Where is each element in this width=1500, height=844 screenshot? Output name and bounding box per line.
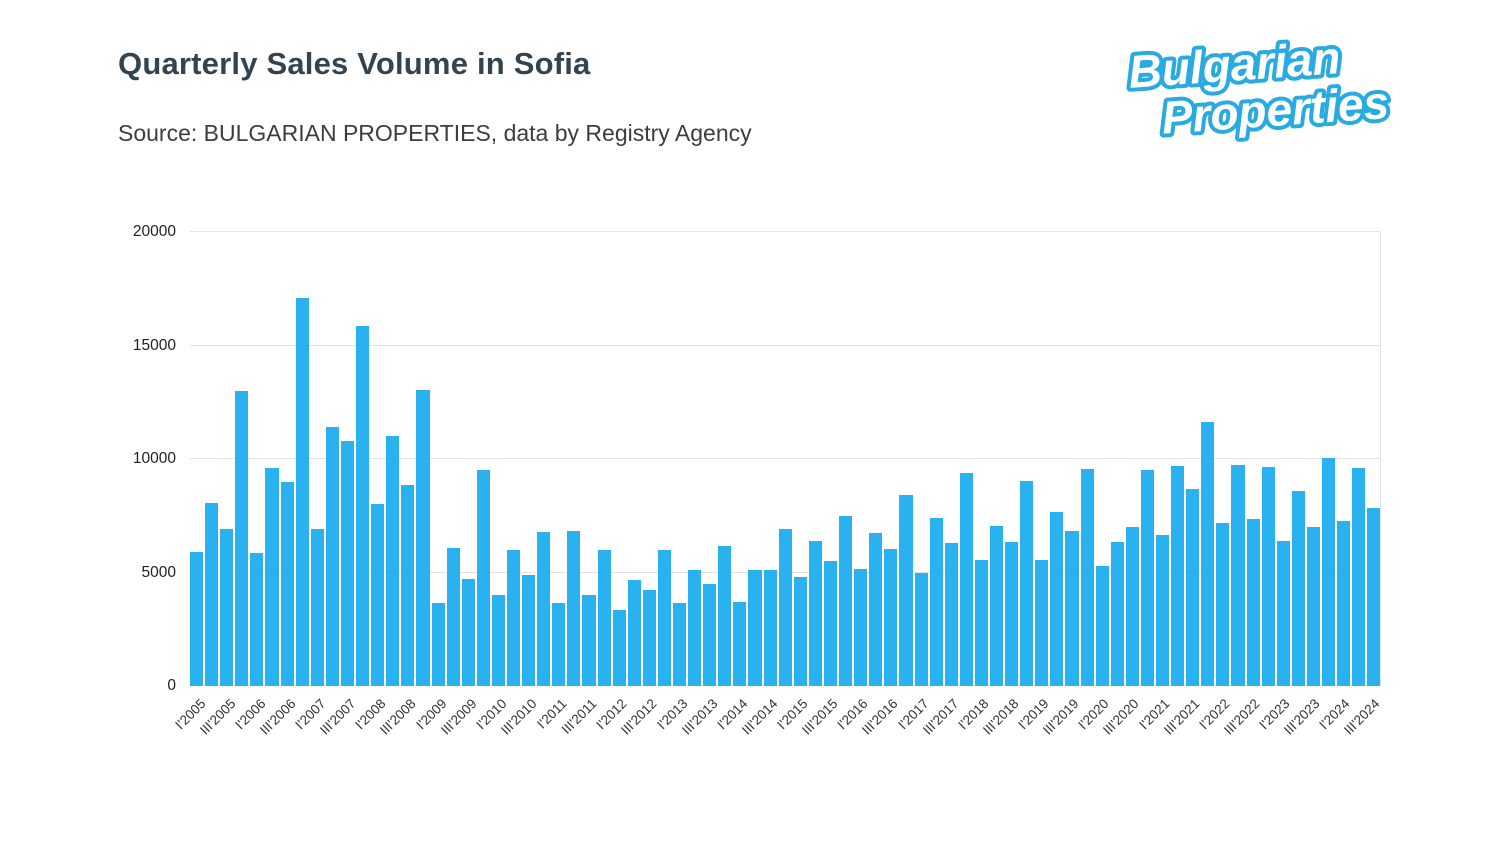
bar-II'2017[interactable] [929, 518, 943, 686]
bar-I'2012[interactable] [612, 609, 626, 686]
bar-II'2014[interactable] [748, 570, 762, 686]
bar-II'2019[interactable] [1050, 512, 1064, 686]
bar-III'2008[interactable] [401, 485, 415, 686]
bar-I'2016[interactable] [854, 569, 868, 686]
bar-I'2011[interactable] [552, 603, 566, 686]
y-tick-label: 0 [167, 677, 176, 694]
bar-III'2012[interactable] [642, 589, 656, 686]
bar-I'2015[interactable] [793, 577, 807, 686]
bar-III'2014[interactable] [763, 570, 777, 686]
bar-II'2016[interactable] [869, 532, 883, 686]
bar-I'2024[interactable] [1337, 521, 1351, 686]
bar-II'2024[interactable] [1352, 468, 1366, 686]
bar-I'2006[interactable] [250, 553, 264, 686]
bar-IV'2015[interactable] [839, 515, 853, 686]
bar-chart: 0 5000 10000 15000 20000 I'2005 III'2005 I'200… [78, 223, 1390, 785]
bar-IV'2011[interactable] [597, 549, 611, 686]
bar-I'2020[interactable] [1095, 565, 1109, 686]
bulgarian-properties-logo: Bulgarian Properties [1123, 28, 1395, 148]
bar-II'2023[interactable] [1291, 490, 1305, 686]
bar-IV'2022[interactable] [1261, 466, 1275, 686]
bar-III'2007[interactable] [340, 440, 355, 686]
gridline [190, 231, 1380, 232]
bar-III'2021[interactable] [1186, 488, 1200, 686]
bar-III'2011[interactable] [582, 595, 596, 686]
bar-I'2022[interactable] [1216, 522, 1230, 686]
bar-II'2015[interactable] [808, 540, 822, 686]
bar-IV'2023[interactable] [1322, 457, 1336, 686]
bar-II'2020[interactable] [1110, 541, 1124, 686]
y-tick-label: 5000 [141, 563, 176, 581]
bar-IV'2019[interactable] [1080, 469, 1094, 686]
bar-IV'2016[interactable] [899, 495, 913, 686]
bar-III'2009[interactable] [461, 579, 475, 686]
bar-I'2013[interactable] [673, 603, 687, 686]
plot-area: 0 5000 10000 15000 20000 I'2005 III'2005 I'200… [133, 223, 1383, 738]
bar-II'2013[interactable] [688, 570, 702, 686]
bar-II'2009[interactable] [446, 547, 460, 686]
bar-IV'2007[interactable] [356, 326, 370, 686]
bar-IV'2012[interactable] [657, 549, 671, 686]
bar-I'2007[interactable] [310, 529, 324, 686]
bar-III'2005[interactable] [220, 529, 234, 686]
bar-IV'2010[interactable] [537, 531, 551, 686]
bar-IV'2008[interactable] [416, 389, 430, 686]
page-title: Quarterly Sales Volume in Sofia [118, 46, 591, 81]
bar-II'2005[interactable] [205, 503, 219, 686]
bar-II'2008[interactable] [386, 436, 400, 686]
y-tick-label: 15000 [132, 336, 176, 354]
bar-III'2018[interactable] [1005, 541, 1019, 686]
y-tick-label: 20000 [132, 223, 176, 240]
bar-III'2023[interactable] [1306, 527, 1321, 686]
bar-II'2011[interactable] [567, 530, 581, 686]
bar-I'2005[interactable] [190, 552, 204, 686]
bar-III'2006[interactable] [280, 481, 294, 686]
bar-II'2018[interactable] [989, 525, 1004, 686]
bar-I'2023[interactable] [1276, 540, 1290, 686]
bar-III'2016[interactable] [884, 548, 898, 686]
bar-I'2017[interactable] [914, 572, 928, 686]
bar-III'2020[interactable] [1125, 527, 1139, 686]
bar-IV'2014[interactable] [778, 529, 792, 686]
bar-I'2019[interactable] [1035, 560, 1049, 686]
y-tick-label: 10000 [132, 450, 176, 467]
bar-II'2007[interactable] [325, 427, 339, 686]
bar-I'2018[interactable] [974, 560, 988, 686]
bar-I'2009[interactable] [431, 603, 445, 686]
bar-IV'2005[interactable] [235, 390, 249, 686]
bar-IV'2018[interactable] [1020, 480, 1034, 686]
bar-II'2021[interactable] [1171, 465, 1185, 686]
bar-III'2022[interactable] [1246, 519, 1260, 686]
bar-I'2010[interactable] [491, 595, 505, 686]
bar-I'2014[interactable] [733, 602, 747, 686]
bar-series [190, 232, 1381, 686]
bar-II'2006[interactable] [265, 468, 279, 686]
bar-IV'2017[interactable] [959, 472, 973, 686]
bar-II'2012[interactable] [627, 580, 641, 686]
bar-I'2008[interactable] [371, 504, 385, 686]
bar-III'2013[interactable] [703, 583, 717, 686]
bar-IV'2020[interactable] [1140, 470, 1154, 686]
bar-III'2015[interactable] [823, 561, 838, 686]
bar-I'2021[interactable] [1156, 535, 1170, 686]
bar-III'2019[interactable] [1065, 530, 1079, 686]
bar-IV'2013[interactable] [718, 546, 732, 686]
bar-II'2010[interactable] [506, 549, 521, 686]
bar-II'2022[interactable] [1231, 464, 1245, 686]
bar-III'2010[interactable] [522, 574, 536, 686]
bar-III'2024[interactable] [1367, 507, 1381, 686]
bar-IV'2009[interactable] [476, 470, 490, 686]
gridline [190, 458, 1380, 459]
source-subtitle: Source: BULGARIAN PROPERTIES, data by Re… [118, 120, 752, 146]
bar-III'2017[interactable] [944, 543, 958, 686]
gridline [190, 344, 1380, 346]
bar-IV'2006[interactable] [295, 297, 309, 686]
bar-IV'2021[interactable] [1201, 421, 1215, 686]
